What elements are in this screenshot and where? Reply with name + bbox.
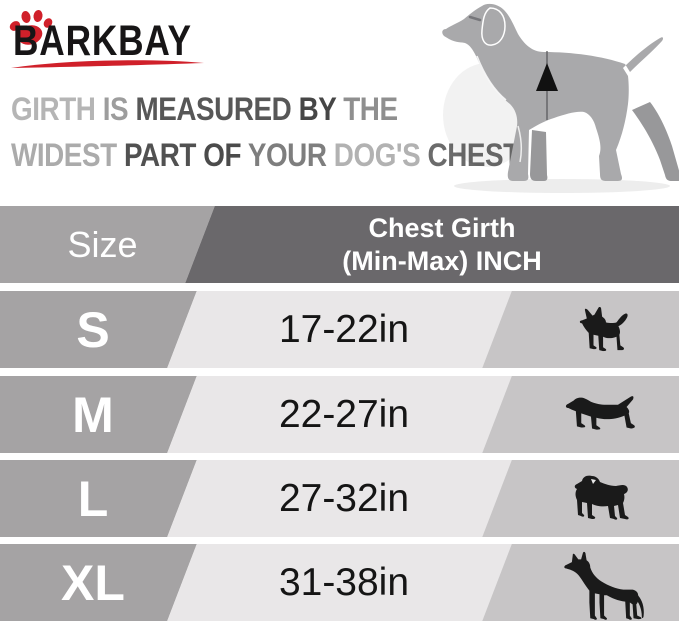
girth-marker-triangle [536,63,558,91]
size-value: L [77,470,109,527]
paw-icon [9,10,53,45]
girth-range-value: 22-27in [278,392,410,436]
header-girth-label: Chest Girth (Min-Max) INCH [205,206,679,283]
size-value: XL [61,554,125,611]
table-header: Size Chest Girth (Min-Max) INCH [0,206,679,283]
brand-underline-swoosh [11,60,204,68]
header-girth-line-2: (Min-Max) INCH [342,245,542,276]
dog-ear [481,7,506,46]
leg-highlight [517,125,523,163]
size-value: S [76,301,110,358]
girth-range-value: 17-22in [278,307,410,351]
thigh-highlight [583,113,598,153]
neck-highlight [476,55,507,101]
measurement-note: GIRTH IS MEASURED BY THE WIDEST PART OF … [11,86,524,178]
note-line-1: GIRTH IS MEASURED BY THE [11,91,398,127]
size-value: M [72,386,114,443]
table-row-xl: XL 31-38in [0,544,679,621]
note-line-2: WIDEST PART OF YOUR DOG'S CHEST. [11,137,524,173]
girth-range-value: 31-38in [278,560,410,604]
dog-body [442,3,664,182]
table-row-s: S 17-22in [0,291,679,368]
chihuahua-icon [520,291,679,368]
great-dane-icon [520,544,679,621]
dog-eye [468,15,482,22]
ground-shadow [454,179,670,193]
rottweiler-icon [520,460,679,537]
header-size-label: Size [67,223,138,265]
dachshund-icon [520,376,679,453]
dog-far-rear-leg [632,102,679,181]
dog-far-front-leg [530,130,548,181]
girth-range-value: 27-32in [278,476,410,520]
brand-logo: BARKBAY [0,0,230,72]
brand-name: BARKBAY [13,17,192,65]
table-row-m: M 22-27in [0,376,679,453]
table-row-l: L 27-32in [0,460,679,537]
dog-girth-illustration [442,3,679,193]
header-girth-line-1: Chest Girth [368,212,516,243]
